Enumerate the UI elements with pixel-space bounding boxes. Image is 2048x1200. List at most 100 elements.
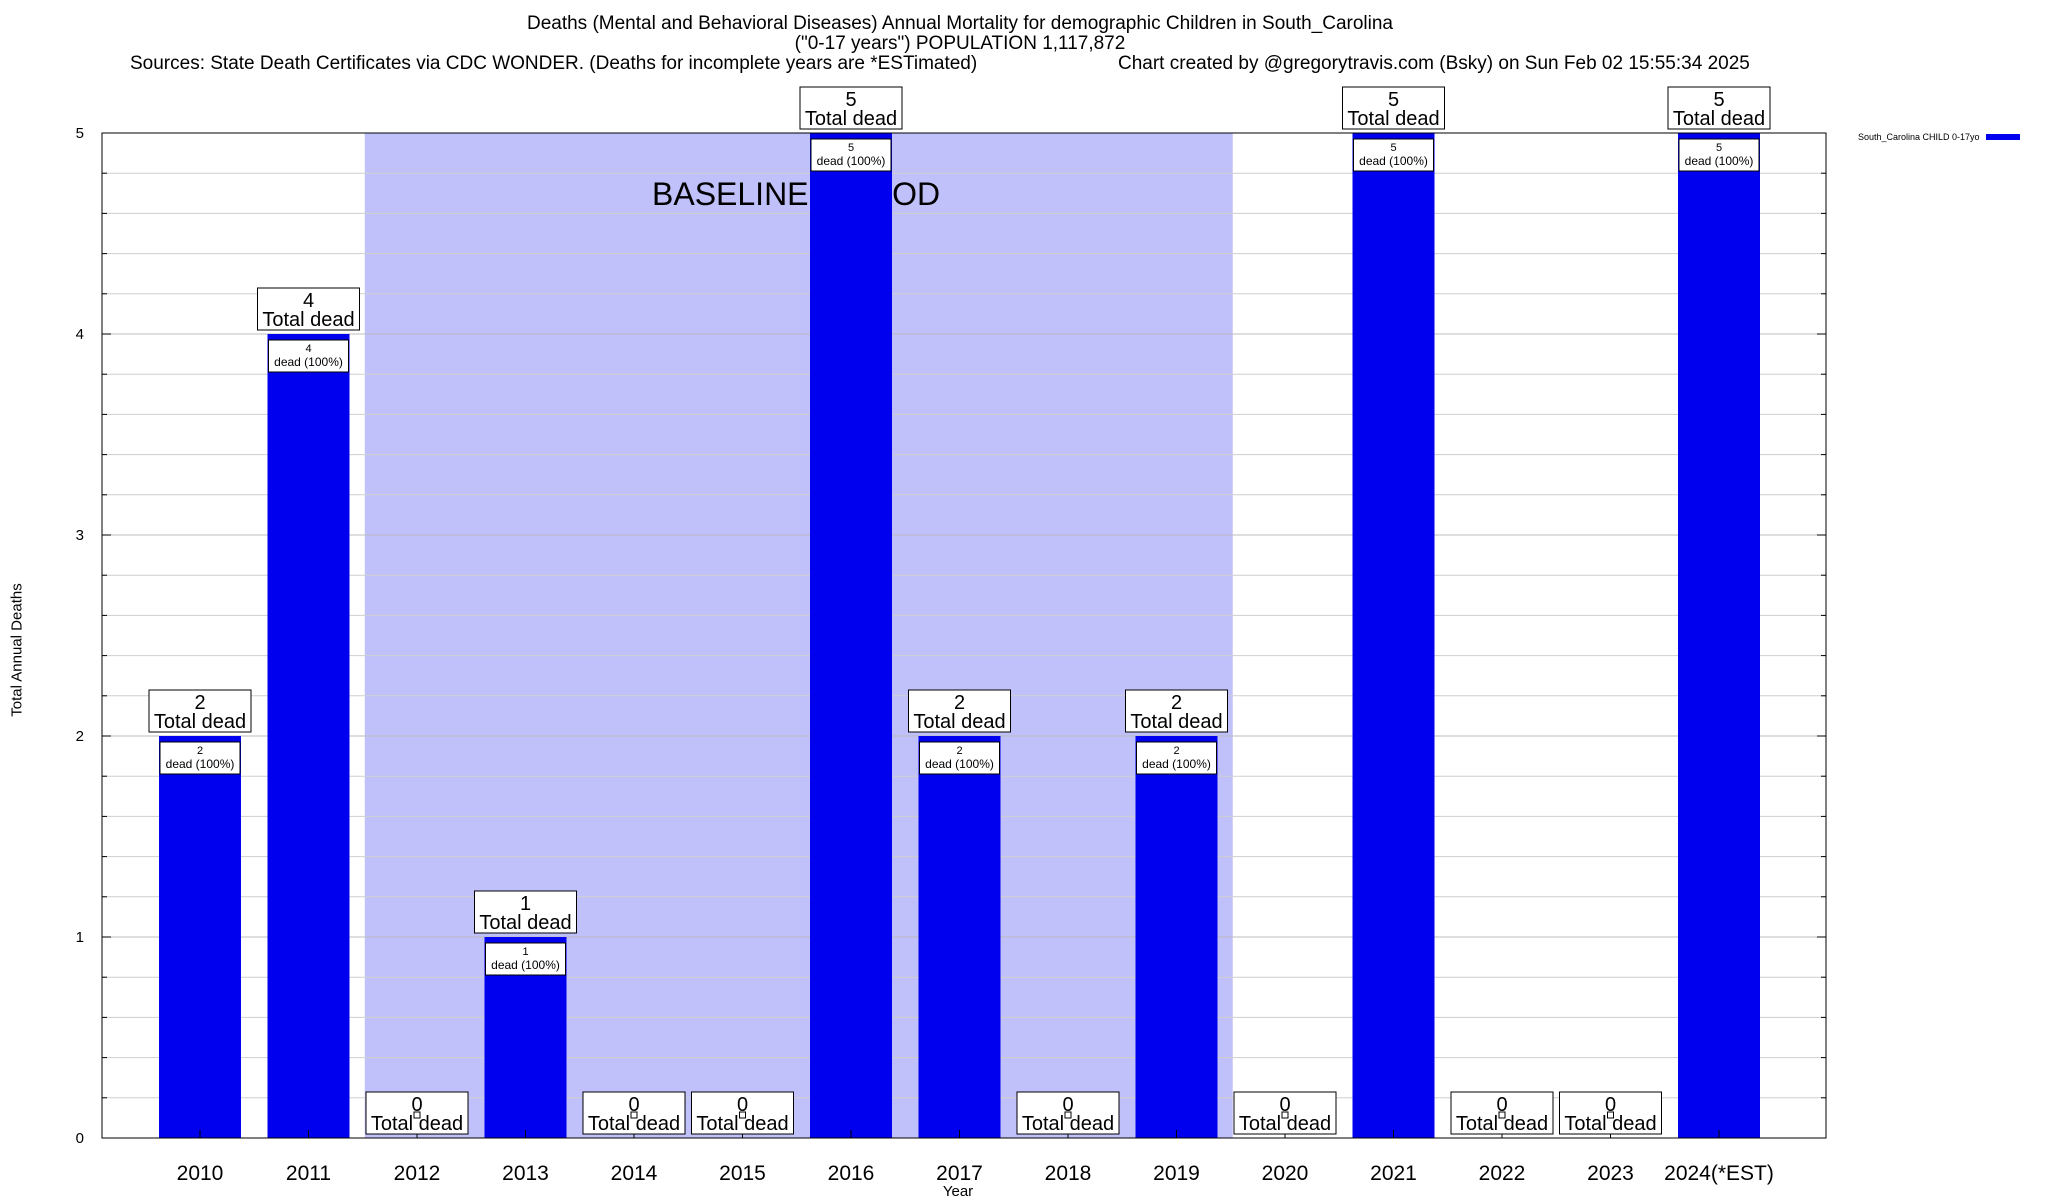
total-label-value: 0 [737, 1094, 748, 1116]
legend-swatch [1985, 134, 2020, 140]
zero-marker [413, 1111, 421, 1119]
x-tick-label: 2020 [1262, 1162, 1309, 1185]
inner-label-value: 2 [197, 745, 203, 757]
total-label-text: Total dead [1673, 108, 1765, 130]
x-tick-label: 2016 [828, 1162, 875, 1185]
x-tick-label: 2019 [1153, 1162, 1200, 1185]
total-label-value: 2 [1171, 692, 1182, 714]
inner-label-value: 5 [1716, 142, 1722, 154]
bar [1135, 736, 1218, 1138]
total-label-value: 5 [845, 89, 856, 111]
bars-layer [159, 133, 1760, 1138]
inner-label-value: 2 [956, 745, 962, 757]
total-label-text: Total dead [262, 309, 354, 331]
total-label-text: Total dead [154, 711, 246, 733]
inner-label-value: 5 [1390, 142, 1396, 154]
bar [918, 736, 1001, 1138]
total-label-box [148, 689, 252, 733]
y-tick-label: 5 [76, 125, 84, 142]
inner-label-box [1136, 741, 1217, 775]
total-label-box [908, 689, 1011, 733]
total-label-text: Total dead [479, 912, 571, 934]
x-tick-label: 2011 [286, 1162, 331, 1185]
total-label-text: Total dead [371, 1113, 463, 1135]
total-label-value: 0 [628, 1094, 639, 1116]
chart-sources: Sources: State Death Certificates via CD… [130, 53, 978, 74]
y-tick-label: 2 [76, 728, 84, 745]
bar [267, 334, 350, 1138]
bar [1352, 133, 1435, 1138]
total-label-box [1667, 86, 1771, 130]
total-label-text: Total dead [1564, 1113, 1656, 1135]
x-tick-label: 2014 [611, 1162, 658, 1185]
total-label-box [799, 86, 903, 130]
total-label-value: 0 [1605, 1094, 1616, 1116]
total-label-value: 4 [303, 290, 314, 312]
total-label-value: 2 [954, 692, 965, 714]
inner-label-text: dead (100%) [925, 757, 994, 771]
total-label-value: 1 [520, 893, 531, 915]
inner-label-box [1353, 138, 1434, 172]
x-tick-label: 2017 [936, 1162, 983, 1185]
inner-label-box [485, 942, 566, 976]
zero-marker [1607, 1111, 1614, 1119]
legend: South_Carolina CHILD 0-17yo [1858, 129, 2020, 145]
chart-title: Deaths (Mental and Behavioral Diseases) … [526, 13, 1393, 34]
inner-label-text: dead (100%) [1685, 154, 1754, 168]
inner-label-text: dead (100%) [1142, 757, 1211, 771]
x-tick-label: 2024(*EST) [1664, 1162, 1774, 1185]
bar [159, 736, 241, 1138]
zero-marker [1281, 1111, 1289, 1119]
x-tick-label: 2018 [1045, 1162, 1092, 1185]
x-tick-label: 2023 [1587, 1162, 1634, 1185]
x-tick-label: 2022 [1479, 1162, 1526, 1185]
total-label-value: 0 [411, 1094, 422, 1116]
inner-label-text: dead (100%) [274, 355, 343, 369]
baseline-period-label: BASELINE PERIOD [652, 176, 940, 212]
total-label-text: Total dead [588, 1113, 680, 1135]
inner-label-text: dead (100%) [491, 958, 560, 972]
chart-subtitle: ("0-17 years") POPULATION 1,117,872 [794, 33, 1126, 54]
total-label-box [474, 890, 577, 934]
bar [810, 133, 892, 1138]
chart-credit: Chart created by @gregorytravis.com (Bsk… [1118, 53, 1750, 74]
total-label-text: Total dead [696, 1113, 788, 1135]
total-label-value: 0 [1062, 1094, 1073, 1116]
inner-label-box [810, 138, 892, 172]
inner-label-value: 2 [1173, 745, 1179, 757]
total-label-text: Total dead [1130, 711, 1222, 733]
inner-label-text: dead (100%) [166, 757, 235, 771]
total-label-value: 0 [1279, 1094, 1290, 1116]
bar [1678, 133, 1760, 1138]
x-tick-label: 2010 [177, 1162, 224, 1185]
total-label-text: Total dead [1456, 1113, 1548, 1135]
inner-label-value: 5 [848, 142, 854, 154]
total-label-value: 5 [1388, 89, 1399, 111]
total-label-value: 0 [1496, 1094, 1507, 1116]
zero-marker [1064, 1111, 1072, 1119]
zero-marker [739, 1111, 746, 1119]
inner-label-text: dead (100%) [1359, 154, 1428, 168]
x-tick-label: 2021 [1370, 1162, 1417, 1185]
inner-label-value: 4 [305, 343, 311, 355]
total-label-text: Total dead [1022, 1113, 1114, 1135]
inner-label-box [268, 339, 349, 373]
